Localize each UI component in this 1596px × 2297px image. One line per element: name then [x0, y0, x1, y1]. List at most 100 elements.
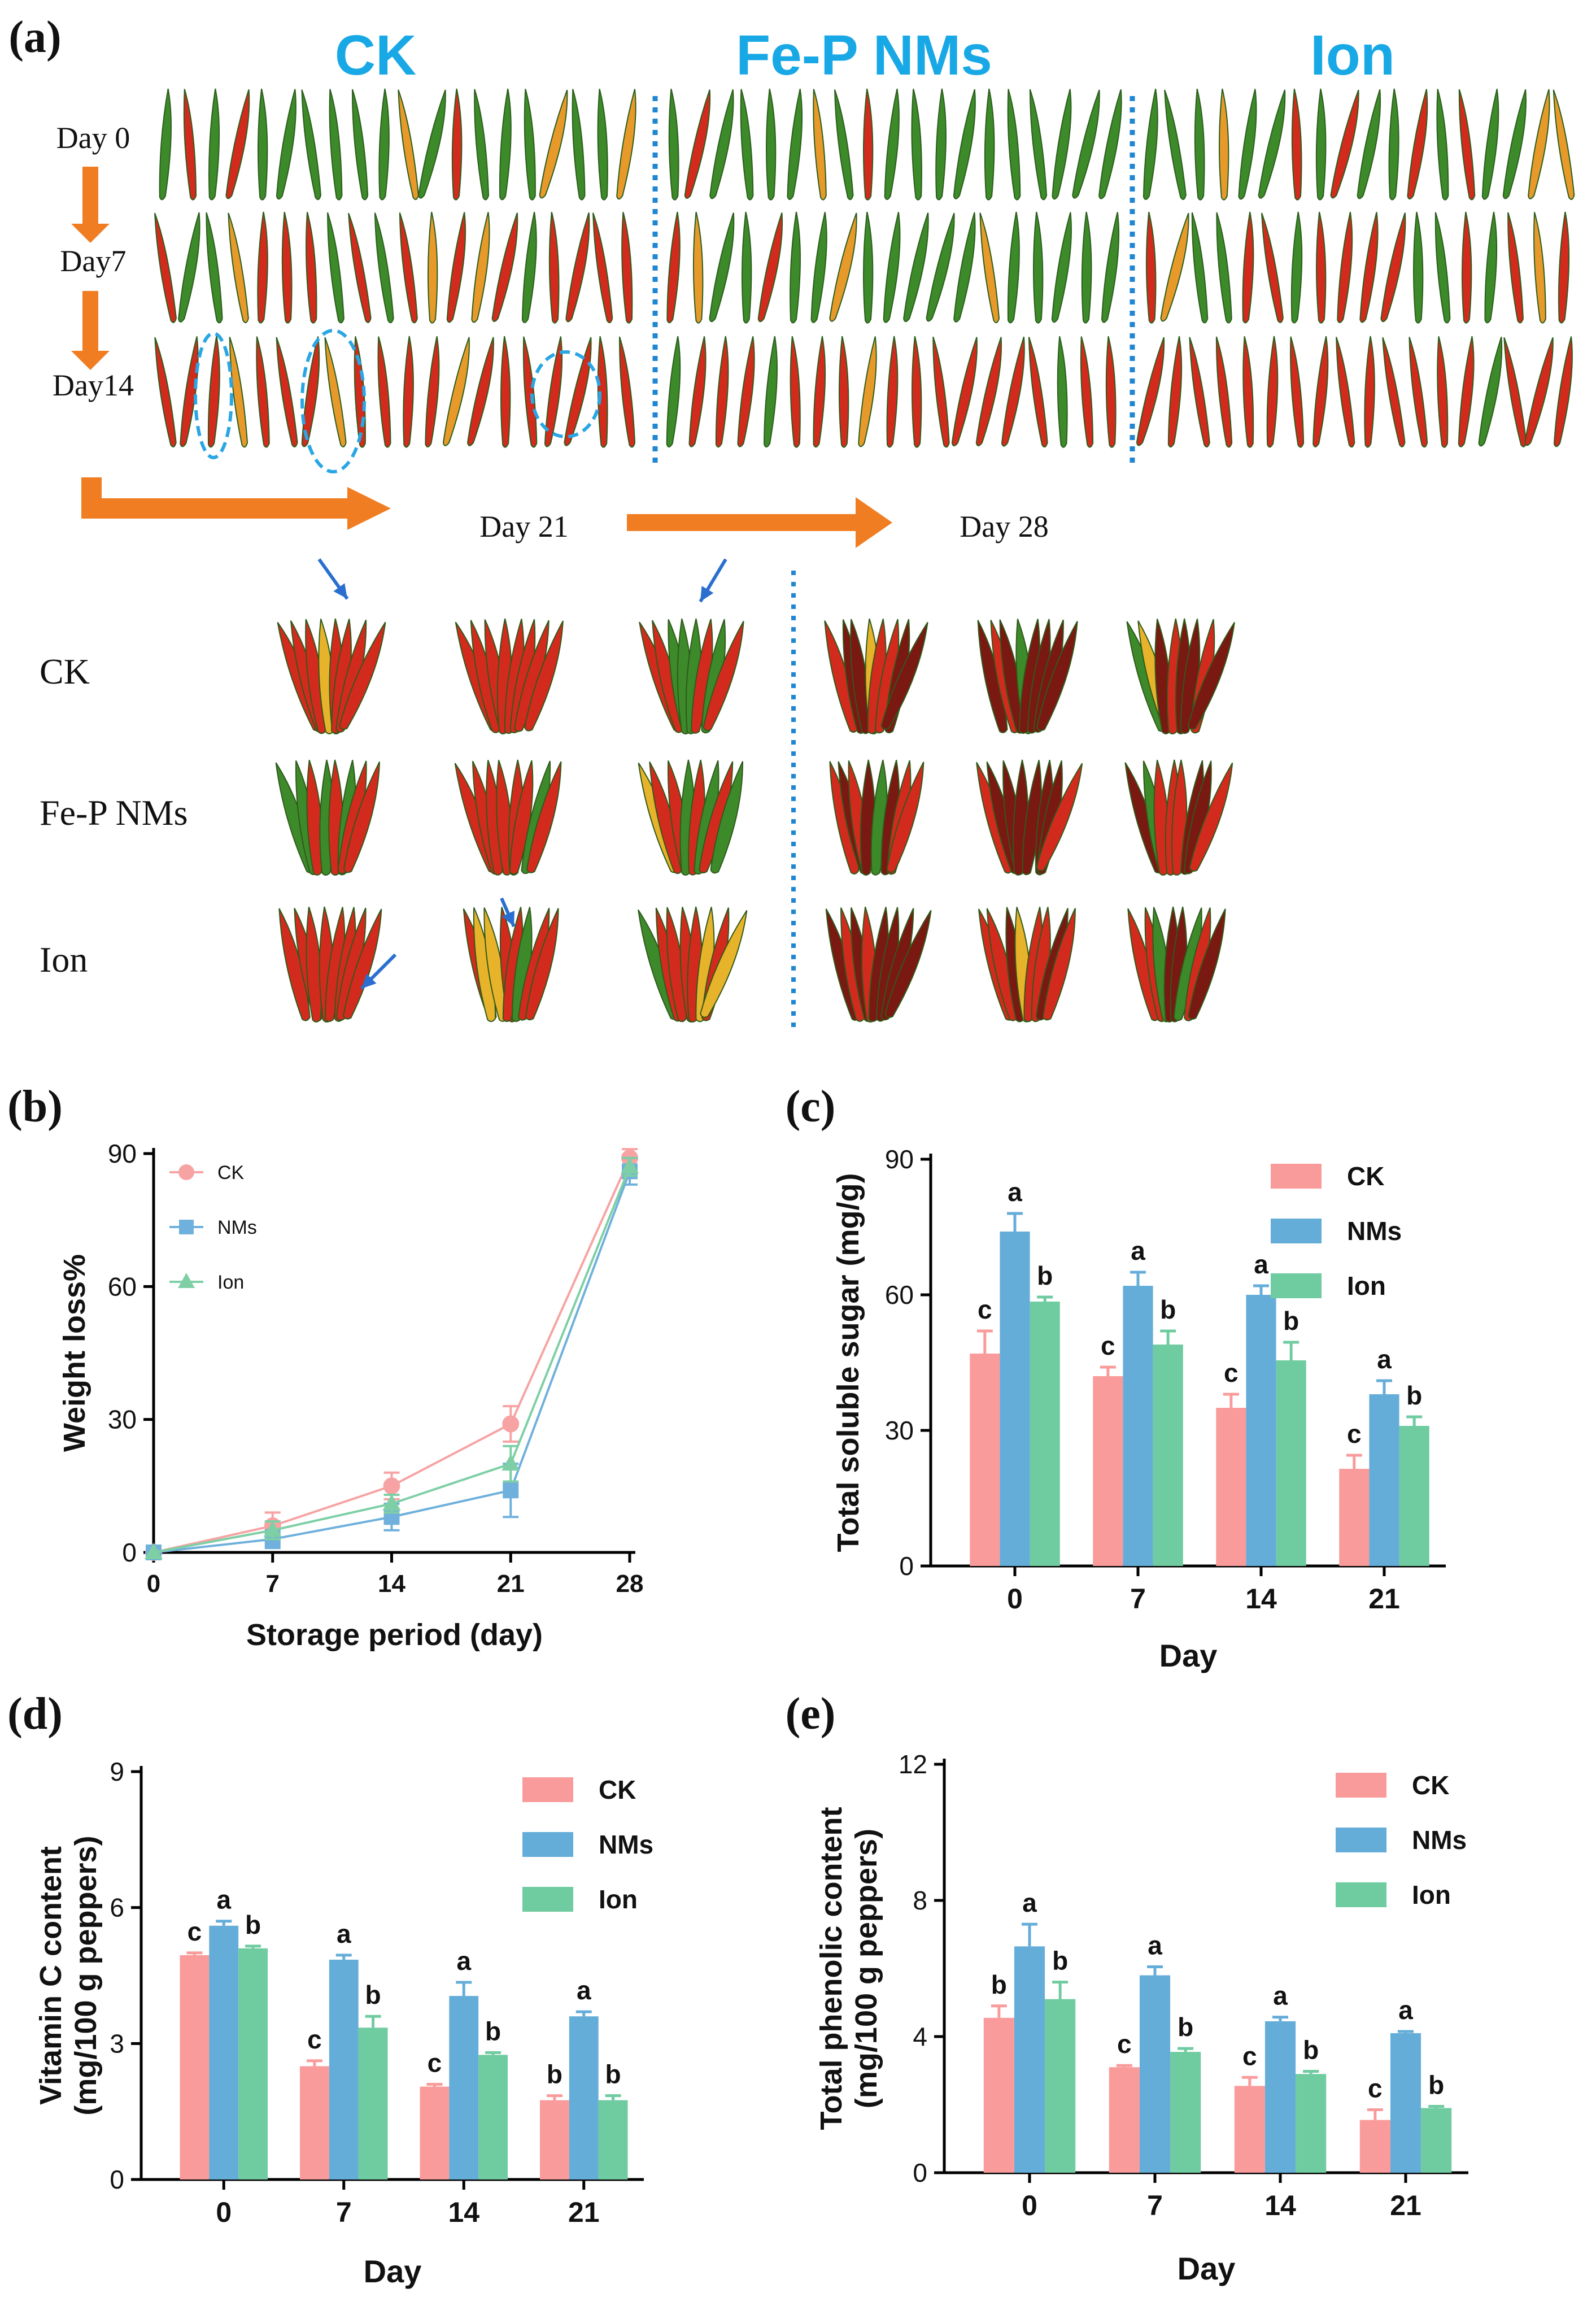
down-arrow-1 — [71, 167, 110, 243]
pepper — [1528, 89, 1550, 199]
decay-mark-ellipse-2 — [530, 350, 601, 438]
bunch-pepper — [700, 910, 748, 1018]
data-point — [621, 1157, 639, 1174]
pepper — [524, 89, 536, 201]
bar — [1093, 1376, 1123, 1566]
pepper — [521, 211, 537, 324]
pepper — [1484, 211, 1498, 324]
pepper — [862, 211, 874, 324]
chart-c-label: (c) — [786, 1082, 836, 1132]
pepper — [1101, 212, 1119, 323]
pepper — [1189, 337, 1210, 448]
legend-swatch — [522, 1887, 573, 1912]
x-tick-label: 14 — [448, 2196, 479, 2228]
sample-row-label-0: CK — [40, 651, 90, 691]
pepper — [953, 89, 976, 199]
bar — [1000, 1232, 1030, 1566]
pepper — [813, 89, 827, 201]
chart-d: (d) 0 3 6 9 Vitamin C content (mg/100 g pepper… — [7, 1689, 653, 2289]
bunch-pepper — [986, 908, 1018, 1021]
x-axis-label: Day — [1159, 1638, 1218, 1673]
pepper-bunch-0-4 — [977, 619, 1078, 734]
pepper — [1033, 211, 1044, 324]
pepper-bunch-0-2 — [639, 618, 744, 735]
pepper — [1458, 89, 1476, 201]
bar — [238, 1948, 268, 2179]
x-tick-label: 21 — [1368, 1583, 1400, 1615]
pepper — [1533, 212, 1546, 324]
legend-swatch — [1336, 1773, 1386, 1798]
significance-letter: b — [485, 2016, 501, 2046]
bar — [209, 1925, 239, 2179]
pepper — [206, 212, 223, 324]
pepper — [377, 336, 391, 448]
pepper — [1007, 89, 1021, 201]
pepper — [1028, 337, 1048, 448]
pepper — [539, 89, 568, 199]
pepper — [354, 336, 366, 448]
data-point — [503, 1482, 519, 1499]
pepper — [154, 337, 177, 447]
bar — [1399, 1426, 1429, 1566]
pepper — [548, 211, 560, 324]
pepper — [1330, 89, 1359, 199]
pepper — [1001, 336, 1025, 447]
bunch-pepper — [306, 907, 322, 1023]
pepper — [1258, 89, 1286, 199]
pepper — [1409, 337, 1428, 448]
pepper — [932, 336, 950, 448]
y-tick-label: 12 — [899, 1750, 927, 1779]
pepper — [790, 336, 801, 448]
pepper — [572, 89, 586, 201]
bar — [970, 1354, 1000, 1566]
pepper — [619, 336, 636, 448]
pepper — [984, 88, 995, 201]
pepper — [688, 336, 707, 447]
significance-letter: c — [1368, 2074, 1383, 2103]
bunch-pepper — [886, 762, 925, 873]
pepper — [1057, 336, 1068, 448]
group-title-2: Ion — [1310, 24, 1395, 87]
chart-b: (b) 0 30 60 90 Weight loss% 0 7 14 21 28 Storage pe… — [7, 1082, 643, 1652]
significance-letter: c — [1224, 1358, 1239, 1387]
pepper — [862, 88, 874, 201]
significance-letter: b — [1283, 1306, 1299, 1335]
pepper — [1413, 211, 1424, 324]
down-arrow-1-shaft — [82, 167, 98, 226]
legend-label: Ion — [217, 1272, 244, 1293]
pepper — [399, 212, 418, 324]
bunch-pepper — [511, 907, 533, 1023]
significance-letter: c — [187, 1917, 202, 1946]
decay-arrow-2-head — [502, 911, 514, 926]
pepper — [1191, 212, 1209, 324]
pepper — [159, 88, 172, 201]
legend-marker — [179, 1220, 194, 1234]
bunch-pepper — [278, 908, 311, 1021]
series-CK: CK — [145, 1148, 638, 1561]
pepper — [329, 89, 343, 201]
pepper — [1478, 336, 1503, 447]
pepper — [154, 212, 177, 323]
bunch-pepper — [509, 760, 534, 875]
pepper — [926, 212, 955, 322]
x-tick-label: 7 — [266, 1570, 280, 1598]
pepper — [348, 212, 372, 323]
decay-arrow-3 — [360, 953, 397, 990]
pepper — [1458, 336, 1475, 447]
pepper — [1029, 89, 1048, 201]
pepper — [886, 336, 899, 448]
x-tick-label: 14 — [1264, 2190, 1296, 2221]
bunch-pepper — [343, 762, 380, 873]
bar — [1234, 2086, 1265, 2173]
pepper — [1219, 88, 1229, 201]
y-tick-label: 0 — [110, 2165, 124, 2194]
pepper — [301, 336, 320, 447]
pepper-bunch-1-4 — [976, 759, 1083, 876]
bar — [1109, 2067, 1140, 2173]
pepper-bunch-0-5 — [1126, 618, 1235, 734]
pepper-bunch-1-0 — [275, 759, 380, 876]
decay-arrow-3-head — [361, 973, 377, 989]
pepper — [257, 211, 268, 324]
bar — [1216, 1408, 1246, 1566]
down-arrow-1-head — [71, 224, 110, 243]
